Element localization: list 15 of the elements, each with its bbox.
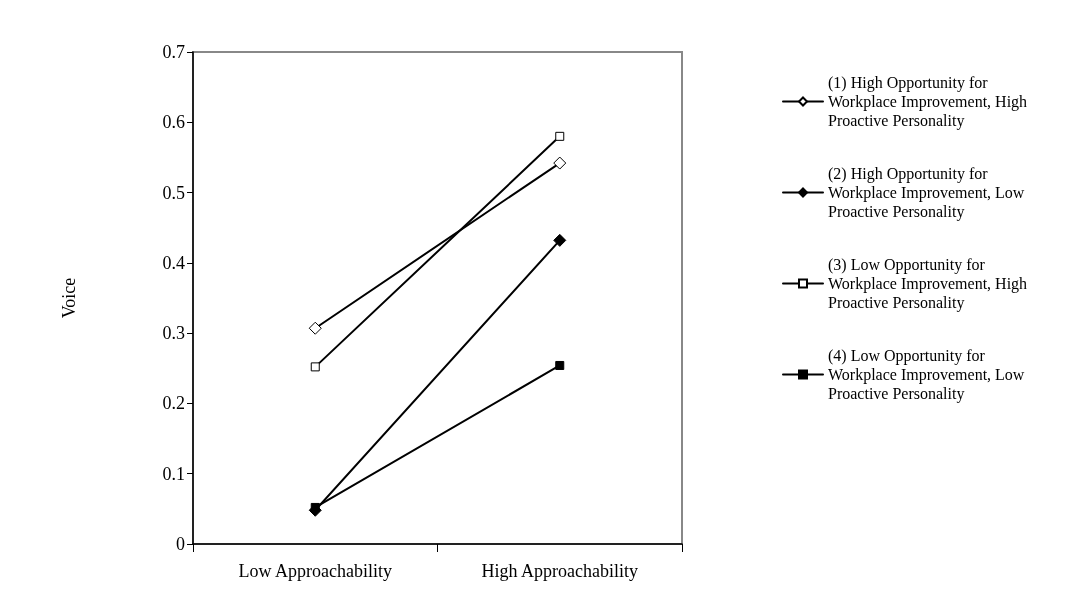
y-tick-label: 0.5 [162, 182, 185, 203]
x-tick-label: Low Approachability [238, 561, 392, 581]
y-tick-label: 0.6 [162, 112, 185, 133]
legend-label: (1) High Opportunity for Workplace Improvement, High Proactive Personality [828, 74, 1032, 130]
y-tick-label: 0.3 [162, 323, 185, 344]
y-tick-label: 0.7 [162, 42, 185, 62]
x-tick-label: High Approachability [481, 561, 638, 581]
legend-label: (3) Low Opportunity for Workplace Improvement, High Proactive Personality [828, 256, 1032, 312]
y-axis-title: Voice [59, 277, 79, 319]
legend-label: (4) Low Opportunity for Workplace Improvement, Low Proactive Personality [828, 347, 1029, 403]
y-tick-label: 0.1 [162, 463, 185, 484]
y-tick-label: 0 [176, 534, 185, 554]
y-tick-label: 0.4 [162, 252, 185, 273]
y-tick-label: 0.2 [162, 393, 185, 414]
legend-label: (2) High Opportunity for Workplace Improvement, Low Proactive Personality [828, 165, 1029, 221]
